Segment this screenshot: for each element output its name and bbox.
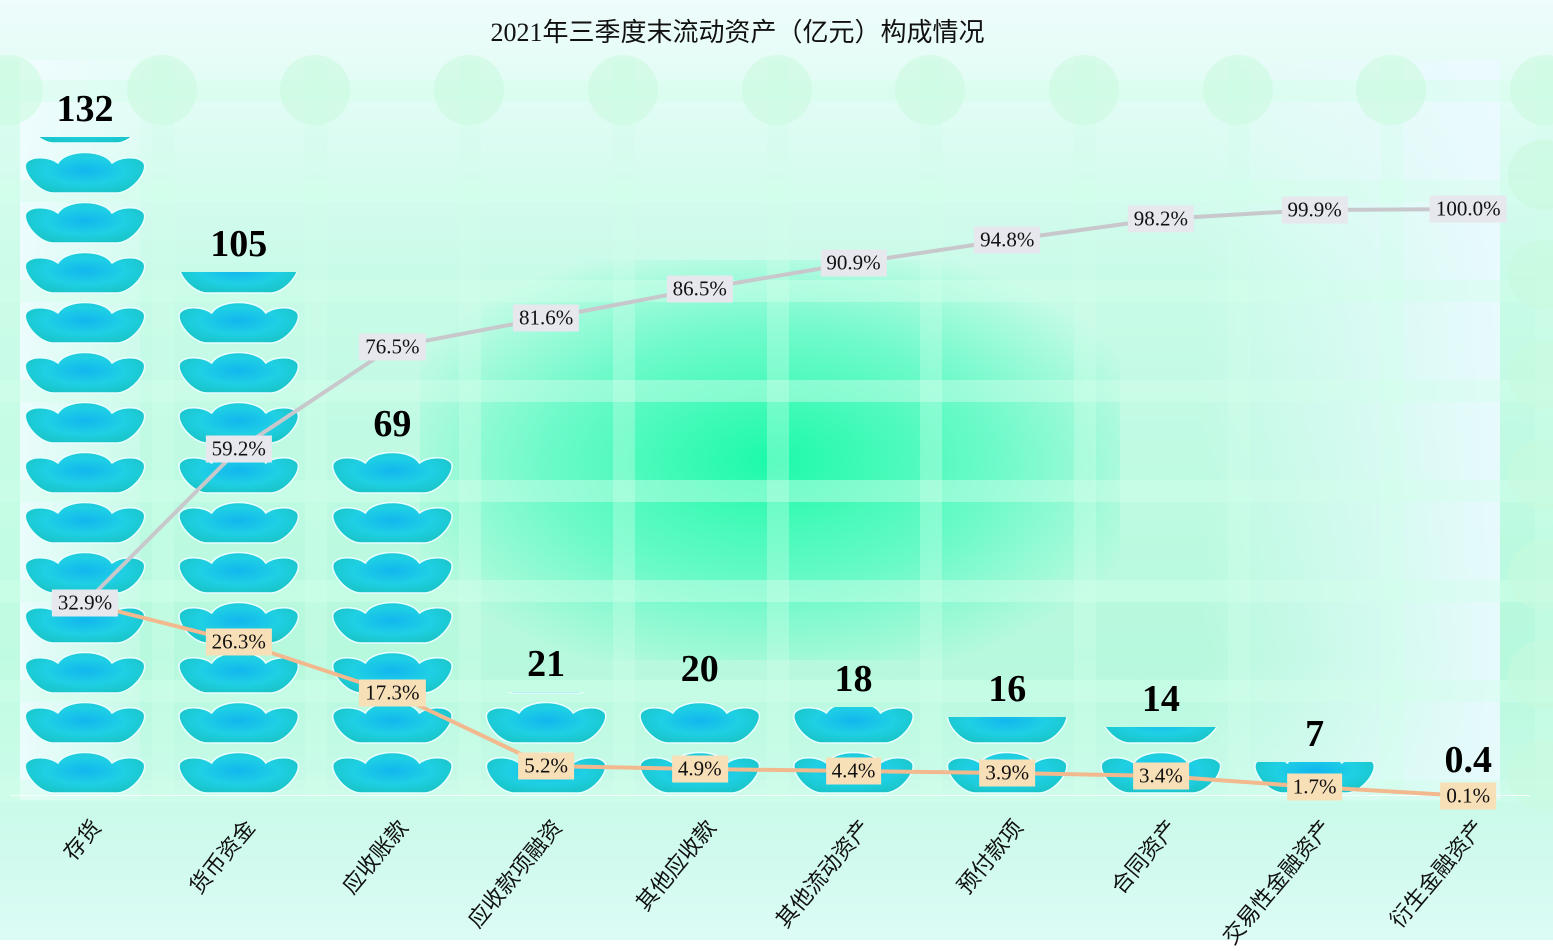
ingot-icon [24, 351, 146, 394]
ingot-icon [331, 601, 453, 644]
background-band [0, 280, 1553, 302]
ingot-icon [178, 351, 300, 394]
bar-value-label: 105 [210, 223, 268, 265]
cumulative-pct-label: 94.8% [974, 226, 1041, 254]
background-band [612, 60, 635, 800]
bar-value-label: 20 [680, 648, 719, 690]
ingot-icon [24, 701, 146, 744]
cumulative-line [83, 207, 1469, 605]
cumulative-pct-label: 100.0% [1429, 195, 1507, 223]
background-band [0, 180, 1553, 202]
background-band [1227, 60, 1250, 800]
background-band [766, 60, 789, 800]
background-dot [1202, 55, 1273, 125]
share-pct-label: 3.4% [1133, 762, 1189, 790]
ingot-icon [24, 751, 146, 794]
background-band [1073, 60, 1096, 800]
ingot-icon [178, 301, 300, 344]
cumulative-pct-label: 90.9% [820, 249, 887, 277]
ingot-icon [506, 692, 586, 694]
ingot-icon [178, 551, 300, 594]
cumulative-pct-label: 59.2% [205, 435, 272, 463]
bar-value-label: 69 [373, 403, 412, 445]
share-pct-label: 3.9% [979, 759, 1036, 787]
bar-value-label: 0.4 [1444, 739, 1493, 781]
ingot-icon [24, 501, 146, 544]
ingot-icon [178, 751, 300, 794]
ingot-icon [24, 151, 146, 194]
background-right-fade [1200, 60, 1500, 800]
ingot-icon [24, 651, 146, 694]
background-dot [895, 55, 966, 125]
share-pct-label: 4.9% [671, 755, 728, 783]
chart-title: 2021年三季度末流动资产（亿元）构成情况 [490, 18, 985, 47]
background-dot [587, 55, 658, 125]
background-band [0, 380, 1553, 402]
ingot-icon [331, 501, 453, 544]
ingot-icon [24, 401, 146, 444]
ingot-icon [24, 251, 146, 294]
ingot-icon [639, 701, 761, 744]
ingot-icon [179, 272, 298, 294]
ingot-icon [24, 451, 146, 494]
ingot-icon [178, 701, 300, 744]
cumulative-pct-label: 81.6% [512, 304, 580, 332]
pictorial-bars [24, 103, 1376, 794]
background-dot [280, 55, 351, 125]
share-line [84, 601, 1469, 798]
ingot-icon [946, 717, 1068, 744]
ingot-icon [331, 551, 453, 594]
share-pct-label: 26.3% [205, 628, 272, 656]
share-pct-label: 0.1% [1440, 782, 1497, 810]
background-band [459, 60, 482, 800]
bar-value-label: 16 [988, 668, 1027, 710]
background-dot [741, 55, 812, 125]
bar-2[interactable] [331, 452, 453, 794]
cumulative-pct-label: 86.5% [666, 275, 733, 303]
share-pct-label: 17.3% [359, 679, 426, 707]
cumulative-pct-label: 32.9% [51, 589, 119, 617]
bar-value-label: 132 [56, 88, 114, 130]
share-pct-label: 5.2% [518, 752, 574, 780]
bar-value-label: 14 [1141, 678, 1180, 720]
ingot-icon [793, 707, 914, 744]
cumulative-pct-label: 99.9% [1281, 196, 1348, 224]
ingot-icon [331, 452, 453, 494]
cumulative-pct-label: 98.2% [1127, 205, 1195, 233]
bar-1[interactable] [178, 253, 300, 794]
background-dot [126, 55, 197, 125]
share-pct-label: 1.7% [1286, 773, 1343, 801]
series-lines [83, 207, 1469, 798]
ingot-icon [178, 651, 300, 694]
bar-value-label: 18 [834, 658, 873, 700]
bar-6[interactable] [946, 703, 1068, 794]
ingot-icon [331, 701, 453, 744]
bar-0[interactable] [24, 103, 146, 794]
cumulative-pct-label: 76.5% [359, 333, 426, 361]
background-band [920, 60, 943, 800]
x-axis-line [10, 795, 1530, 796]
background-dot [1048, 55, 1119, 125]
ingot-icon [24, 201, 146, 244]
bar-value-label: 7 [1305, 713, 1325, 755]
ingot-icon [178, 501, 300, 544]
ingot-icon [178, 401, 300, 444]
ingot-icon [24, 301, 146, 344]
share-pct-label: 4.4% [825, 757, 882, 785]
ingot-icon [37, 137, 133, 144]
background-band [305, 60, 328, 800]
background-band [151, 60, 174, 800]
ingot-icon [485, 701, 607, 744]
background-dot [1356, 55, 1427, 125]
background-band [0, 60, 20, 800]
background-dot [434, 55, 505, 125]
bar-value-label: 21 [527, 643, 566, 685]
ingot-icon [1104, 727, 1218, 744]
background-band [1381, 60, 1404, 800]
ingot-icon [331, 751, 453, 794]
